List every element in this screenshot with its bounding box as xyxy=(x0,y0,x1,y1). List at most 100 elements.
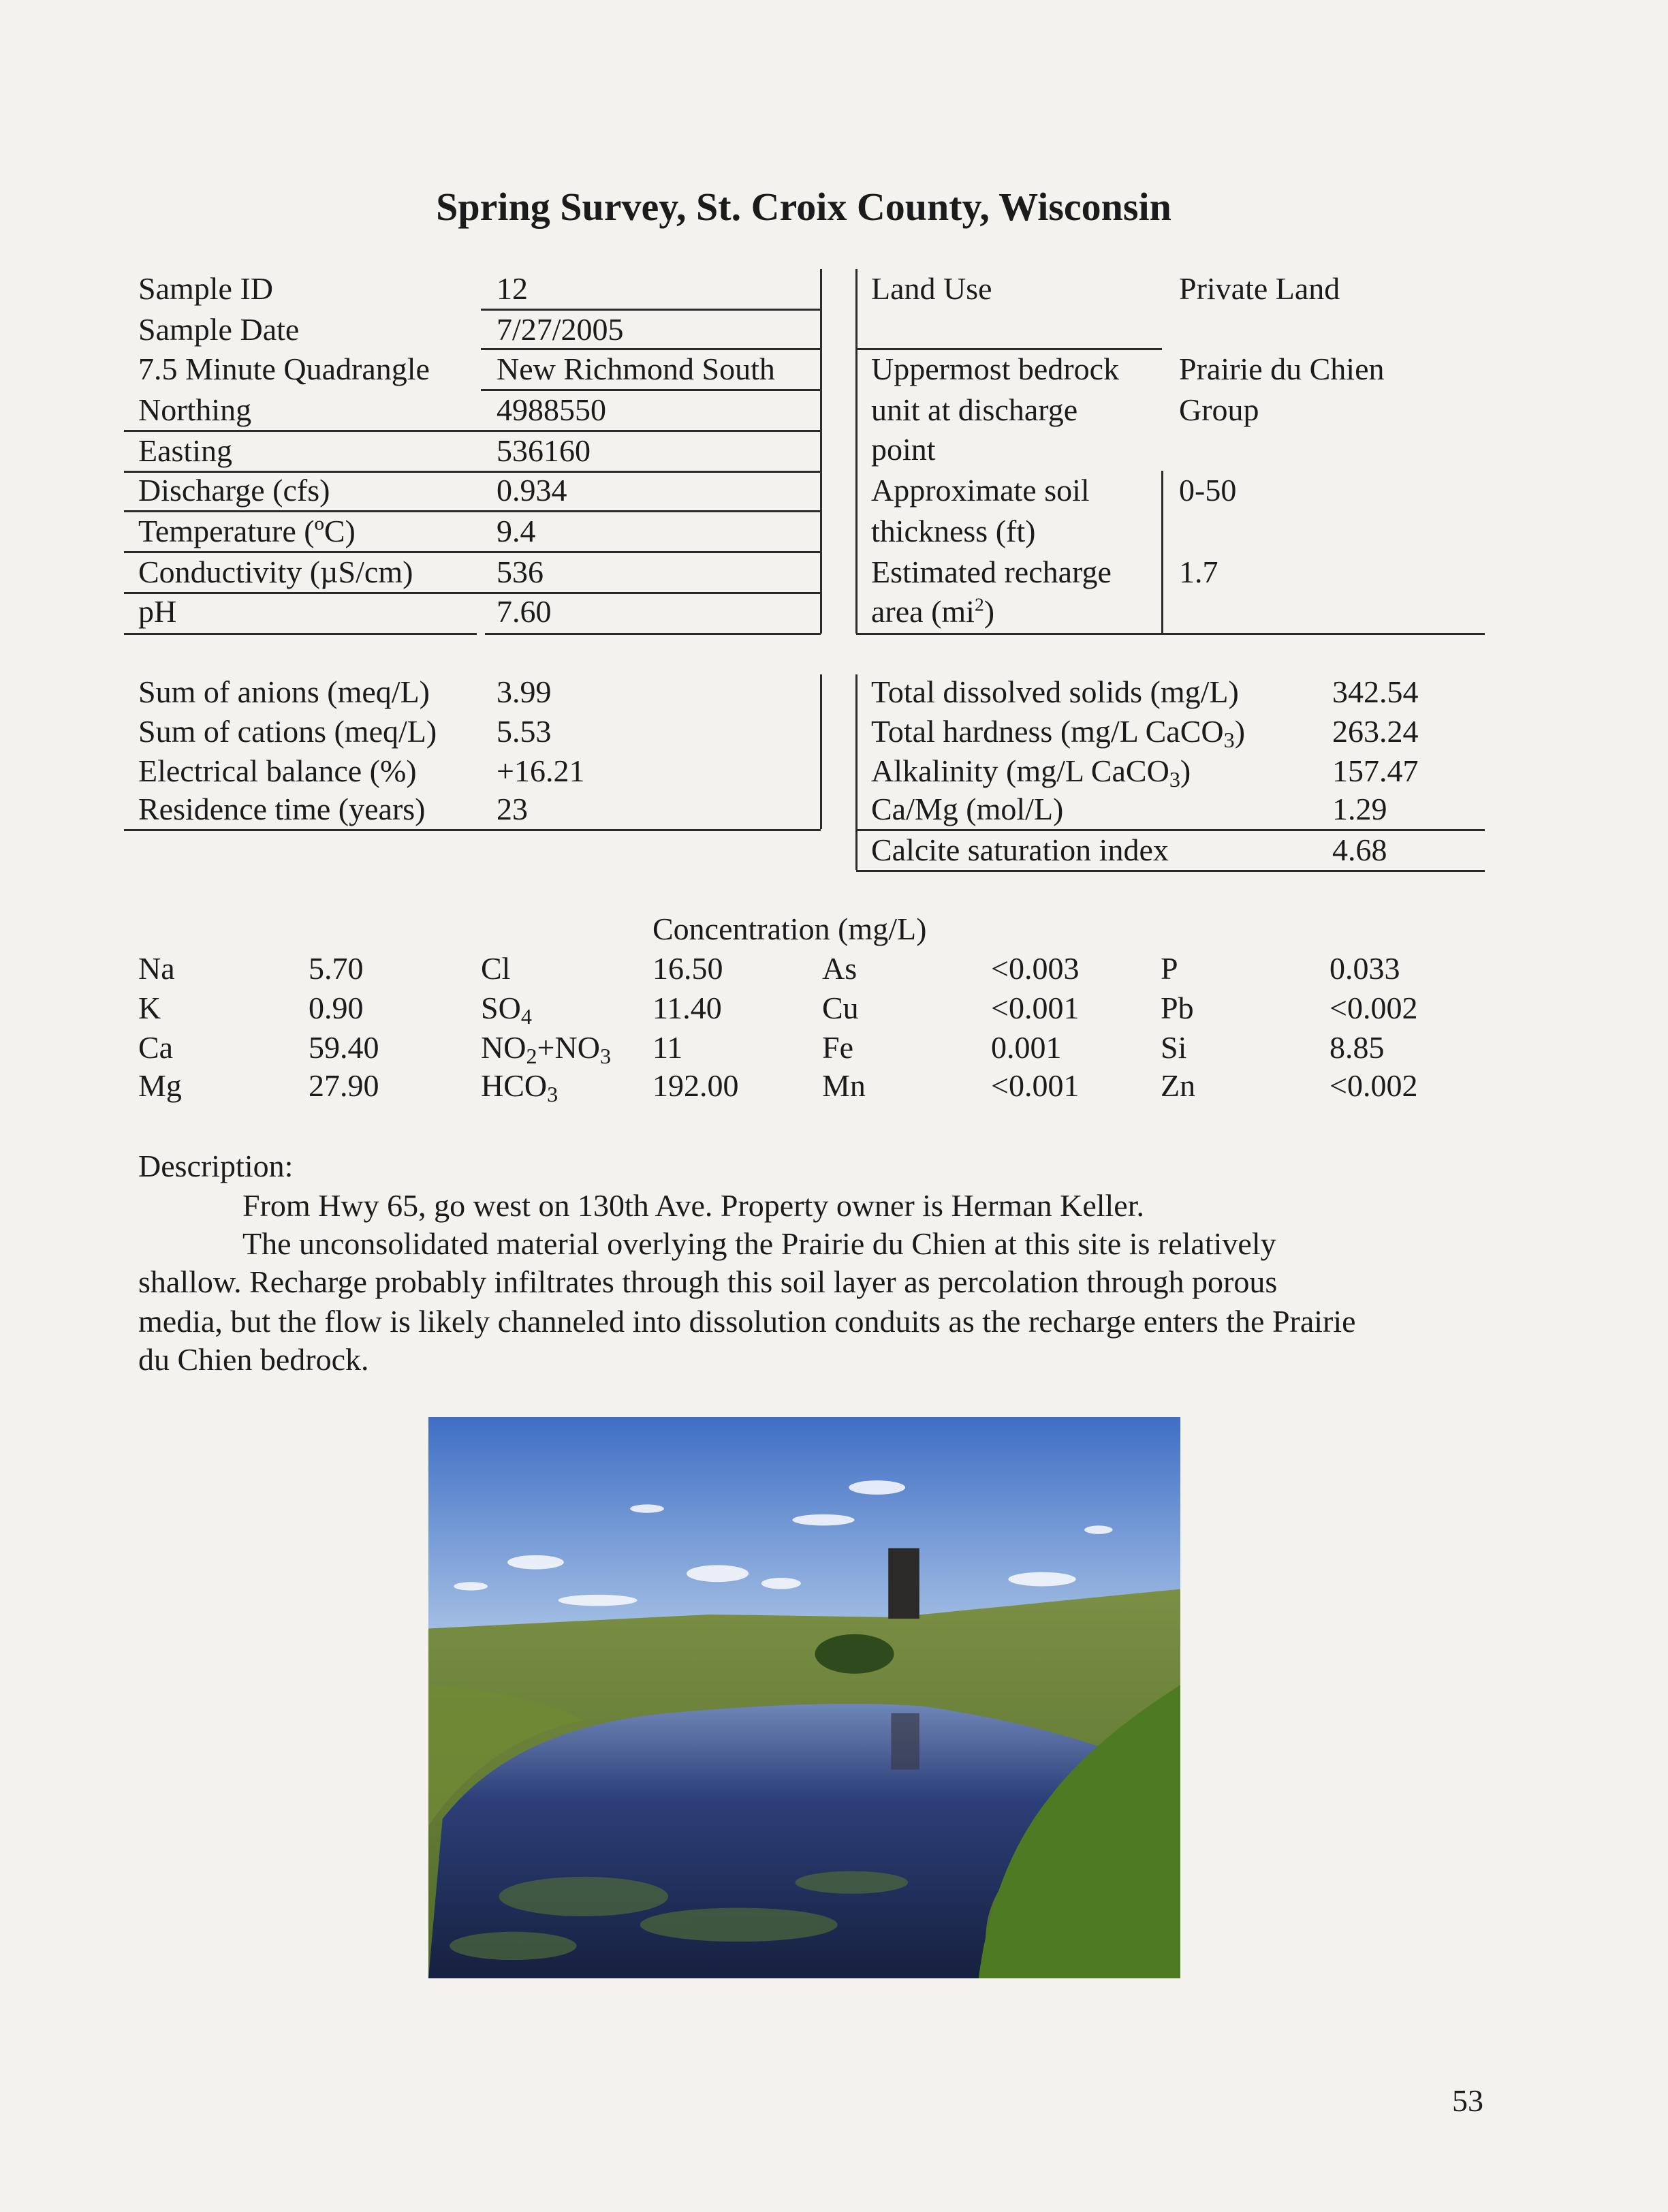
label-text-end: ) xyxy=(1234,714,1246,749)
element-concentration: <0.001 xyxy=(991,991,1080,1025)
summary-label: Total dissolved solids (mg/L) xyxy=(871,674,1239,709)
label-text: area (mi xyxy=(871,594,975,629)
column-divider xyxy=(855,674,857,870)
site-info-label: 7.5 Minute Quadrangle xyxy=(138,352,430,386)
element-symbol: P xyxy=(1161,951,1178,986)
geology-value: Private Land xyxy=(1179,271,1340,306)
element-symbol: Si xyxy=(1161,1030,1187,1065)
geology-value: Group xyxy=(1179,392,1259,427)
site-info-label: Conductivity (µS/cm) xyxy=(138,555,413,589)
rule-line xyxy=(124,510,821,512)
summary-value: 4.68 xyxy=(1332,832,1387,867)
element-symbol: Fe xyxy=(822,1030,853,1065)
label-text: Total hardness (mg/L CaCO xyxy=(871,714,1224,749)
description-heading: Description: xyxy=(138,1149,294,1183)
rule-line xyxy=(856,348,1162,350)
balance-label: Sum of cations (meq/L) xyxy=(138,714,437,749)
element-symbol: Cl xyxy=(481,951,511,986)
element-concentration: 11.40 xyxy=(652,991,722,1025)
summary-label: Total hardness (mg/L CaCO3) xyxy=(871,713,1246,753)
summary-label: Alkalinity (mg/L CaCO3) xyxy=(871,753,1191,790)
site-info-value: New Richmond South xyxy=(497,352,775,386)
element-symbol: Cu xyxy=(822,991,859,1025)
column-divider xyxy=(820,674,822,829)
element-symbol: As xyxy=(822,951,857,986)
site-info-label: Discharge (cfs) xyxy=(138,473,330,508)
geology-value: 0-50 xyxy=(1179,473,1237,508)
element-symbol: HCO3 xyxy=(481,1068,558,1107)
element-concentration: <0.002 xyxy=(1329,991,1418,1025)
summary-value: 1.29 xyxy=(1332,792,1387,826)
column-divider xyxy=(1161,471,1163,634)
balance-value: 3.99 xyxy=(497,674,552,709)
rule-line xyxy=(485,633,821,635)
page-number: 53 xyxy=(1452,2083,1483,2118)
balance-value: 5.53 xyxy=(497,714,552,749)
element-concentration: 0.90 xyxy=(309,991,364,1025)
site-info-label: Temperature (ºC) xyxy=(138,514,356,548)
element-symbol: Ca xyxy=(138,1030,174,1065)
site-info-value: 7.60 xyxy=(497,594,552,629)
site-info-value: 536 xyxy=(497,555,544,589)
geology-label: Estimated recharge xyxy=(871,555,1112,589)
element-concentration: 8.85 xyxy=(1329,1030,1385,1065)
element-concentration: <0.002 xyxy=(1329,1068,1418,1103)
rule-line xyxy=(124,551,821,553)
superscript: 2 xyxy=(974,593,984,615)
site-info-label: Sample Date xyxy=(138,312,300,347)
element-symbol: Na xyxy=(138,951,175,986)
rule-line xyxy=(481,348,821,350)
rule-line xyxy=(124,430,821,432)
label-text-end: ) xyxy=(1180,753,1191,788)
element-symbol: SO4 xyxy=(481,991,532,1029)
site-info-value: 7/27/2005 xyxy=(497,312,624,347)
summary-label: Ca/Mg (mol/L) xyxy=(871,792,1064,826)
site-info-value: 9.4 xyxy=(497,514,536,548)
rule-line xyxy=(856,829,1485,831)
geology-value: 1.7 xyxy=(1179,555,1218,589)
description-line: shallow. Recharge probably infiltrates t… xyxy=(138,1264,1278,1299)
element-symbol: NO2+NO3 xyxy=(481,1030,612,1069)
summary-value: 157.47 xyxy=(1332,753,1419,788)
column-divider xyxy=(855,269,857,634)
element-symbol: Mg xyxy=(138,1068,182,1103)
label-text: Alkalinity (mg/L CaCO xyxy=(871,753,1169,788)
rule-line xyxy=(124,633,477,635)
element-concentration: 16.50 xyxy=(652,951,723,986)
element-concentration: 59.40 xyxy=(309,1030,379,1065)
rule-line xyxy=(481,309,821,311)
site-info-label: Northing xyxy=(138,392,252,427)
geology-label: Uppermost bedrock xyxy=(871,352,1120,386)
description-line: media, but the flow is likely channeled … xyxy=(138,1304,1356,1339)
element-symbol: Mn xyxy=(822,1068,866,1103)
summary-value: 263.24 xyxy=(1332,714,1419,749)
subscript: 3 xyxy=(1223,728,1235,753)
rule-line xyxy=(124,829,821,831)
element-concentration: 0.033 xyxy=(1329,951,1400,986)
rule-line xyxy=(856,633,1485,635)
summary-label: Calcite saturation index xyxy=(871,832,1169,867)
element-concentration: <0.001 xyxy=(991,1068,1080,1103)
element-concentration: 27.90 xyxy=(309,1068,379,1103)
description-line: du Chien bedrock. xyxy=(138,1342,369,1377)
balance-label: Residence time (years) xyxy=(138,792,426,826)
label-text-end: ) xyxy=(984,594,995,629)
summary-value: 342.54 xyxy=(1332,674,1419,709)
site-info-value: 4988550 xyxy=(497,392,606,427)
element-concentration: 11 xyxy=(652,1030,683,1065)
geology-label: thickness (ft) xyxy=(871,514,1036,548)
description-line: From Hwy 65, go west on 130th Ave. Prope… xyxy=(242,1188,1145,1223)
spring-photo xyxy=(428,1417,1180,1978)
geology-label: area (mi2) xyxy=(871,593,994,630)
element-concentration: <0.003 xyxy=(991,951,1080,986)
geology-label: Approximate soil xyxy=(871,473,1090,508)
description-line: The unconsolidated material overlying th… xyxy=(242,1226,1276,1261)
rule-line xyxy=(481,389,821,391)
balance-label: Sum of anions (meq/L) xyxy=(138,674,430,709)
geology-label: point xyxy=(871,432,936,467)
site-info-label: Sample ID xyxy=(138,271,274,306)
element-concentration: 5.70 xyxy=(309,951,364,986)
element-concentration: 192.00 xyxy=(652,1068,739,1103)
concentration-header: Concentration (mg/L) xyxy=(652,912,927,946)
element-symbol: Zn xyxy=(1161,1068,1196,1103)
